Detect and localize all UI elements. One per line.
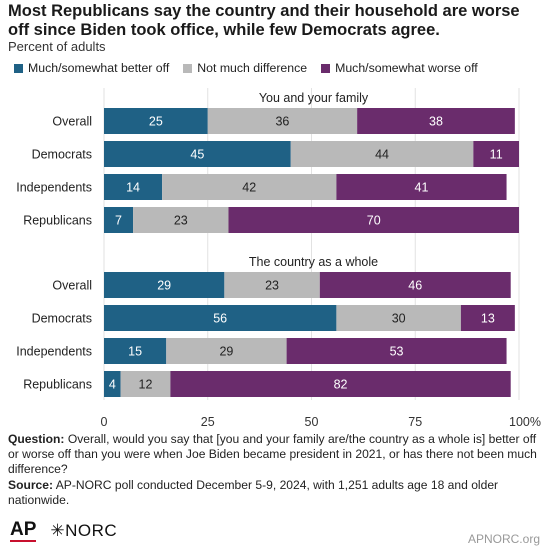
bar-segment	[104, 174, 163, 200]
bar-segment	[166, 338, 287, 364]
x-tick-label: 75	[408, 415, 422, 429]
data-label: 41	[415, 181, 429, 195]
panel-title: The country as a whole	[249, 255, 378, 269]
ap-logo: AP	[10, 519, 37, 542]
data-label: 14	[126, 181, 140, 195]
data-label: 44	[375, 148, 389, 162]
x-tick-label: 0	[101, 415, 108, 429]
category-label: Republicans	[23, 378, 92, 392]
data-label: 56	[213, 312, 227, 326]
legend-swatch-better	[14, 63, 23, 73]
logos: AP ✳NORC	[10, 520, 117, 542]
bar-segment	[319, 272, 511, 298]
notes: Question: Overall, would you say that [y…	[8, 432, 544, 508]
data-label: 82	[334, 378, 348, 392]
data-label: 30	[392, 312, 406, 326]
data-label: 36	[275, 115, 289, 129]
data-label: 15	[128, 345, 142, 359]
x-tick-label: 50	[305, 415, 319, 429]
bar-segment	[207, 108, 358, 134]
data-label: 7	[115, 214, 122, 228]
norc-logo: ✳NORC	[50, 521, 118, 540]
question-label: Question:	[8, 432, 65, 446]
data-label: 4	[109, 378, 116, 392]
data-label: 23	[174, 214, 188, 228]
data-label: 29	[219, 345, 233, 359]
category-label: Democrats	[32, 312, 92, 326]
footer-url: APNORC.org	[467, 532, 540, 546]
source-label: Source:	[8, 477, 54, 492]
bar-segment	[120, 371, 171, 397]
bar-segment	[104, 207, 134, 233]
bar-segment	[104, 338, 167, 364]
data-label: 11	[490, 148, 503, 162]
bar-segment	[104, 141, 291, 167]
x-tick-label: 100%	[509, 415, 541, 429]
data-label: 53	[390, 345, 404, 359]
data-label: 23	[265, 279, 279, 293]
bar-segment	[104, 272, 225, 298]
x-tick-label: 25	[201, 415, 215, 429]
data-label: 38	[429, 115, 443, 129]
legend-swatch-no-difference	[183, 63, 193, 73]
bar-segment	[473, 141, 519, 167]
question-note: Question: Overall, would you say that [y…	[8, 432, 544, 478]
bar-segment	[162, 174, 337, 200]
data-label: 42	[242, 181, 256, 195]
category-label: Independents	[16, 181, 92, 195]
category-label: Democrats	[32, 148, 92, 162]
bar-segment	[133, 207, 229, 233]
bar-segment	[290, 141, 474, 167]
data-label: 25	[149, 115, 163, 129]
legend-item-better: Much/somewhat better off	[14, 61, 169, 75]
data-label: 70	[367, 214, 381, 228]
category-label: Independents	[16, 345, 92, 359]
category-label: Overall	[52, 115, 92, 129]
bar-segment	[104, 305, 337, 331]
legend-label-worse: Much/somewhat worse off	[335, 61, 478, 75]
panel-title: You and your family	[259, 91, 369, 105]
data-label: 46	[408, 279, 422, 293]
legend-swatch-worse	[321, 63, 331, 73]
stacked-bar-chart: You and your family Overall 25 36 38 Democrat…	[16, 88, 541, 429]
bar-segment	[170, 371, 511, 397]
bar-segment	[286, 338, 507, 364]
legend-label-better: Much/somewhat better off	[28, 61, 170, 75]
bar-segment	[336, 305, 461, 331]
data-label: 45	[190, 148, 204, 162]
category-label: Republicans	[23, 214, 92, 228]
bar-segment	[104, 108, 208, 134]
category-label: Overall	[52, 279, 92, 293]
chart-title: Most Republicans say the country and the…	[8, 2, 520, 39]
bar-segment	[228, 207, 519, 233]
source-text: AP-NORC poll conducted December 5-9, 202…	[8, 477, 499, 507]
bar-segment	[224, 272, 320, 298]
legend: Much/somewhat better off Not much differ…	[14, 61, 544, 75]
data-label: 13	[481, 312, 495, 326]
data-label: 12	[139, 378, 153, 392]
source-note: Source: AP-NORC poll conducted December …	[8, 478, 544, 508]
question-text: Overall, would you say that [you and you…	[8, 432, 537, 477]
bar-segment	[357, 108, 515, 134]
bar-segment	[104, 371, 121, 397]
legend-label-no-difference: Not much difference	[197, 61, 308, 75]
legend-item-no-difference: Not much difference	[183, 61, 307, 75]
bar-segment	[460, 305, 515, 331]
bar-segment	[336, 174, 507, 200]
chart-subtitle: Percent of adults	[8, 39, 106, 54]
legend-item-worse: Much/somewhat worse off	[321, 61, 478, 75]
data-label: 29	[157, 279, 171, 293]
